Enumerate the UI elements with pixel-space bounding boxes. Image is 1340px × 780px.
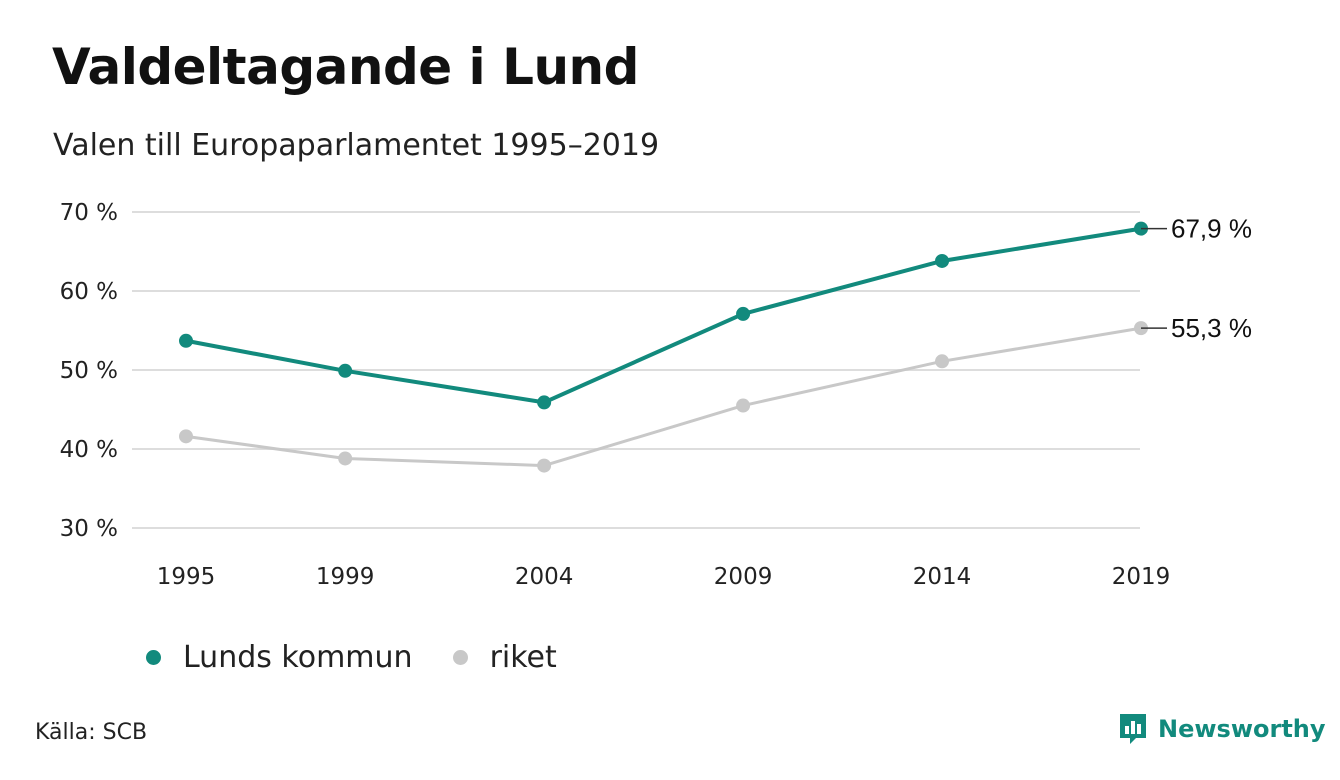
y-tick-label: 70 % xyxy=(60,200,118,226)
x-tick-label: 1999 xyxy=(316,564,375,590)
legend: Lunds kommun riket xyxy=(146,640,597,675)
line-chart: 30 % 40 % 50 % 60 % 70 % 1995 1999 2004 2009 2014… xyxy=(60,200,1252,590)
data-point xyxy=(935,354,950,369)
y-tick-label: 50 % xyxy=(60,358,118,384)
legend-label-riket: riket xyxy=(489,640,557,675)
data-point xyxy=(338,363,353,378)
data-point xyxy=(736,398,751,413)
data-point xyxy=(537,458,552,473)
y-tick-label: 40 % xyxy=(60,437,118,463)
end-value-label: 67,9 % xyxy=(1171,214,1252,244)
newsworthy-logo-icon xyxy=(1120,714,1146,744)
data-point xyxy=(736,306,751,321)
legend-marker-riket xyxy=(452,650,468,665)
legend-marker-lund xyxy=(146,650,161,665)
y-tick-label: 30 % xyxy=(60,516,118,542)
y-tick-label: 60 % xyxy=(60,279,118,305)
series-line-0 xyxy=(184,226,1143,405)
legend-label-lund: Lunds kommun xyxy=(183,640,413,675)
x-tick-label: 2019 xyxy=(1112,564,1171,590)
x-tick-label: 2014 xyxy=(913,564,972,590)
data-point xyxy=(179,429,193,444)
data-point xyxy=(935,253,950,268)
chart-subtitle: Valen till Europaparlamentet 1995–2019 xyxy=(53,128,660,163)
x-tick-label: 2004 xyxy=(515,564,574,590)
data-point xyxy=(179,333,193,348)
legend-item-lund: Lunds kommun xyxy=(146,640,413,675)
end-value-label: 55,3 % xyxy=(1171,313,1252,343)
data-point xyxy=(537,395,552,410)
brand-name: Newsworthy xyxy=(1158,715,1326,743)
x-tick-label: 1995 xyxy=(157,564,216,590)
legend-item-riket: riket xyxy=(452,640,557,675)
brand: Newsworthy xyxy=(1118,712,1326,746)
series-line-1 xyxy=(184,326,1143,468)
source-note: Källa: SCB xyxy=(35,720,148,745)
data-point xyxy=(338,451,353,466)
x-tick-label: 2009 xyxy=(714,564,773,590)
chart-title: Valdeltagande i Lund xyxy=(52,38,639,96)
